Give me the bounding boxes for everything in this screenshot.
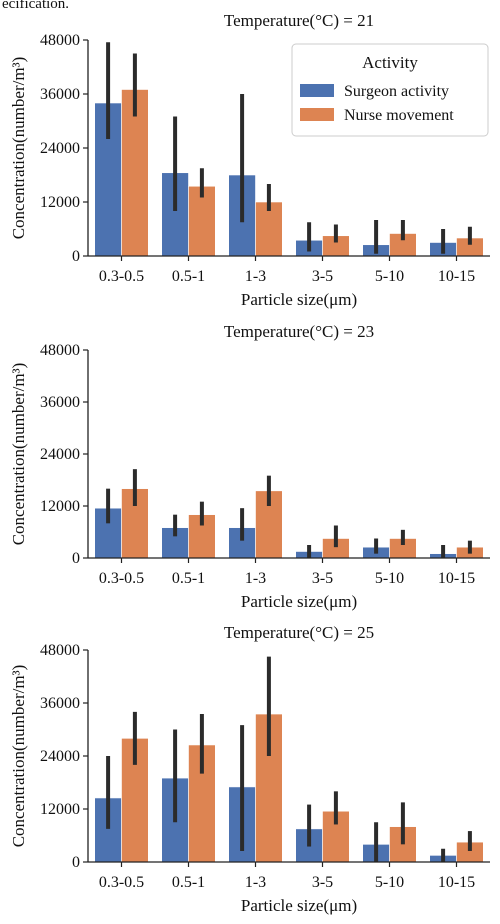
y-tick-label: 12000 [40,801,80,818]
y-tick-label: 48000 [40,32,80,49]
x-tick-label: 5-10 [375,874,404,891]
legend-swatch-surgeon [300,84,334,97]
y-tick-label: 0 [72,550,80,567]
chart-panel-3: Temperature(°C) = 25 0 12000 24000 36000 4800… [9,623,490,915]
x-tick-label: 3-5 [312,268,333,285]
panels: Temperature(°C) = 21 0 12000 24000 36000 4800… [9,11,490,915]
x-tick-label: 0.5-1 [172,268,205,285]
y-axis-label: Concentration(number/m³) [9,665,28,848]
x-tick-label: 5-10 [375,268,404,285]
x-tick-label: 0.5-1 [172,570,205,587]
y-tick-label: 12000 [40,194,80,211]
y-tick-label: 24000 [40,446,80,463]
x-tick-label: 0.3-0.5 [99,570,144,587]
x-tick-label: 3-5 [312,874,333,891]
x-tick-label: 0.5-1 [172,874,205,891]
y-axis-label: Concentration(number/m³) [9,57,28,240]
legend-box [291,43,489,137]
x-tick-label: 0.3-0.5 [99,268,144,285]
x-tick-label: 1-3 [245,268,266,285]
y-tick-label: 36000 [40,394,80,411]
x-tick-label: 5-10 [375,570,404,587]
y-tick-label: 0 [72,248,80,265]
x-tick-label: 0.3-0.5 [99,874,144,891]
legend-title: Activity [362,53,418,72]
x-tick-label: 3-5 [312,570,333,587]
y-tick-label: 12000 [40,498,80,515]
x-tick-label: 10-15 [438,268,475,285]
x-tick-label: 10-15 [438,874,475,891]
legend: Activity Surgeon activity Nurse movement [291,43,489,137]
x-tick-label: 1-3 [245,874,266,891]
panel-title: Temperature(°C) = 21 [224,11,374,30]
x-tick-label: 10-15 [438,570,475,587]
x-tick-label: 1-3 [245,570,266,587]
legend-label-nurse: Nurse movement [344,107,454,124]
y-tick-label: 24000 [40,748,80,765]
y-axis-label: Concentration(number/m³) [9,363,28,546]
panel-title: Temperature(°C) = 25 [224,623,374,642]
panel-title: Temperature(°C) = 23 [224,322,374,341]
x-axis-label: Particle size(μm) [241,290,357,309]
y-tick-label: 24000 [40,140,80,157]
y-tick-label: 48000 [40,642,80,659]
chart-panel-2: Temperature(°C) = 23 0 12000 24000 36000 4800… [9,322,490,611]
legend-label-surgeon: Surgeon activity [344,83,449,100]
header-fragment: ecification. [2,0,69,12]
legend-swatch-nurse [300,108,334,121]
y-tick-label: 36000 [40,695,80,712]
x-axis-label: Particle size(μm) [241,896,357,915]
y-tick-label: 36000 [40,86,80,103]
chart-panel-1: Temperature(°C) = 21 0 12000 24000 36000 4800… [9,11,490,309]
x-axis-label: Particle size(μm) [241,592,357,611]
y-tick-label: 0 [72,854,80,871]
y-tick-label: 48000 [40,342,80,359]
